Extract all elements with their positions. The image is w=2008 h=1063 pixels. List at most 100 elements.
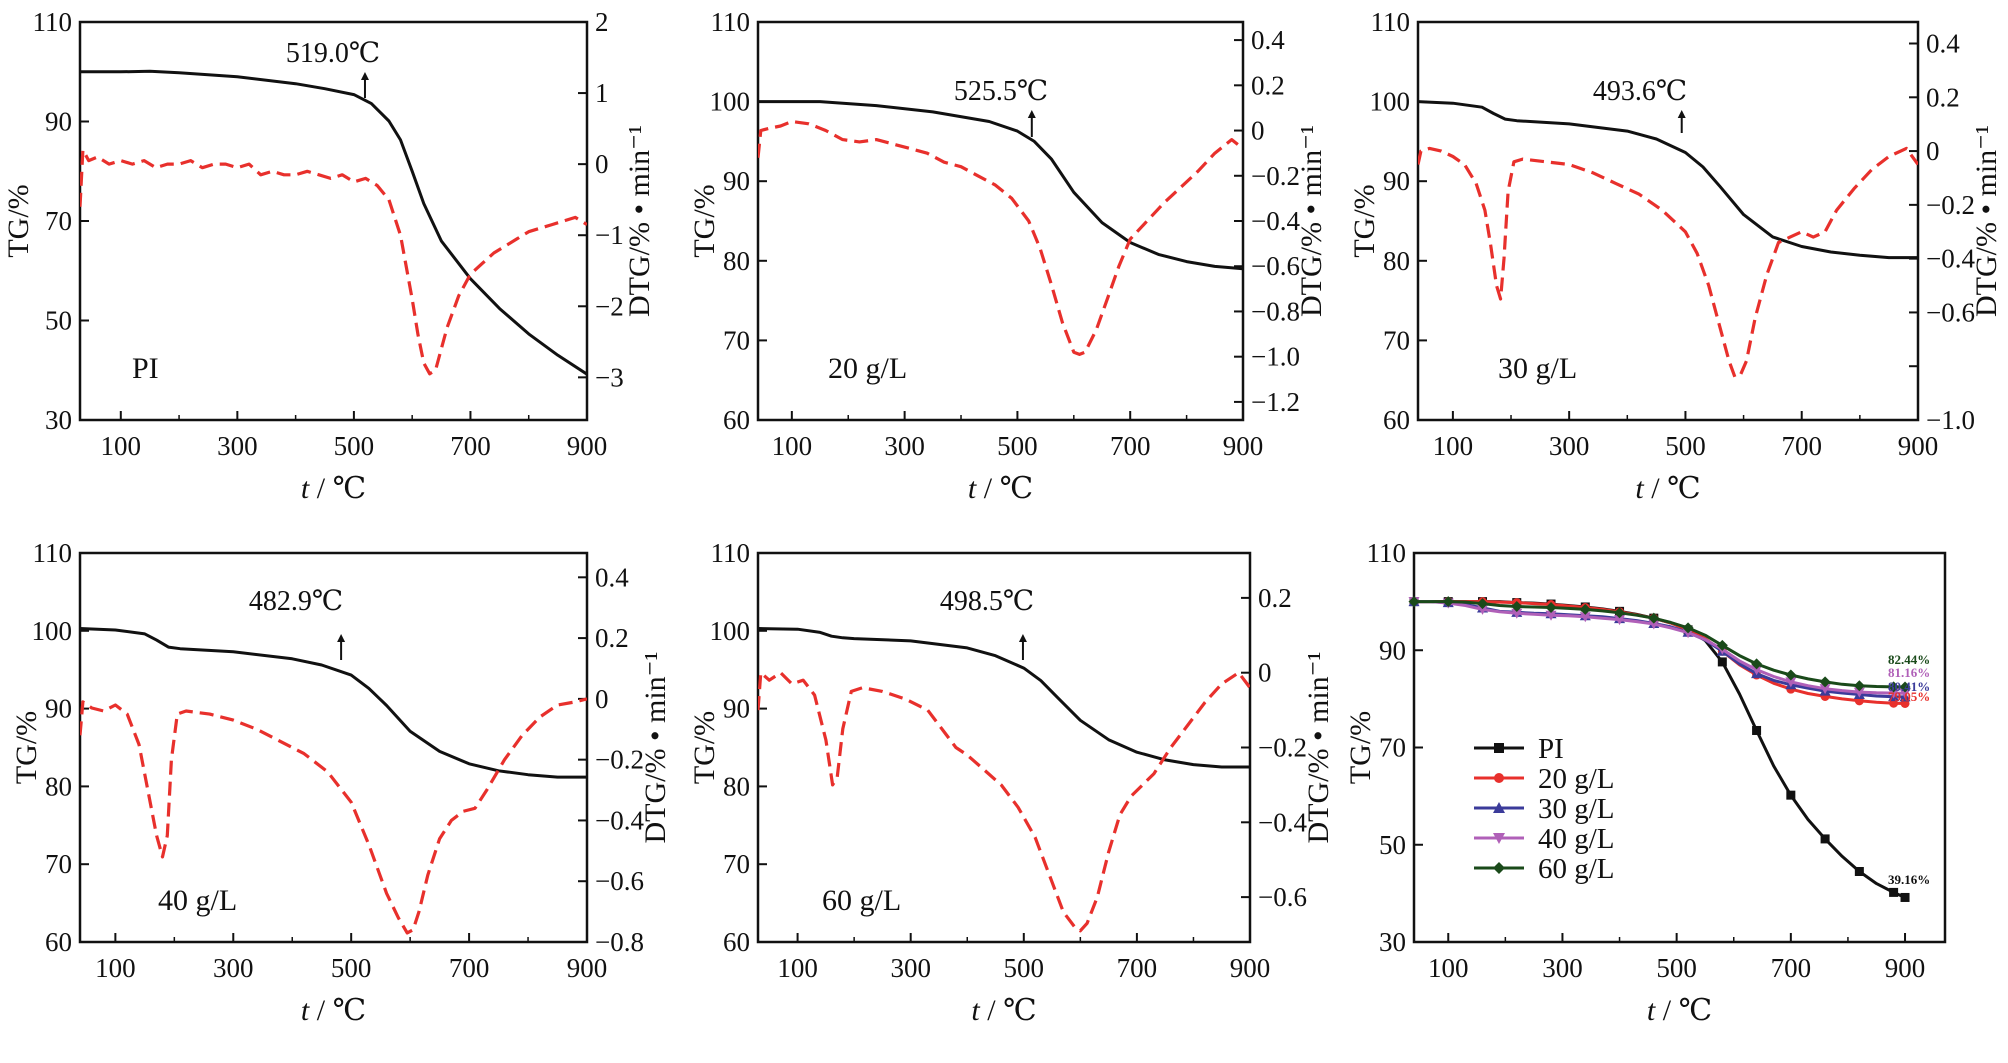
data-point bbox=[1648, 612, 1660, 624]
x-axis-separator: / bbox=[309, 472, 332, 505]
y2-tick-label: −1.0 bbox=[1926, 405, 1975, 435]
x-tick-label: 300 bbox=[1542, 953, 1583, 983]
y2-tick-label: 0.4 bbox=[1926, 29, 1960, 59]
y-axis-label: TG/% bbox=[1344, 711, 1377, 784]
chart-panel-6: 100 300 500 700 900 30 50 70 90 110 t / ℃ TG/% PI20 … bbox=[1344, 538, 1947, 1027]
legend-marker bbox=[1493, 833, 1505, 844]
data-point bbox=[1854, 866, 1864, 876]
x-tick-label: 900 bbox=[1885, 953, 1926, 983]
end-value-label: 39.16% bbox=[1888, 872, 1930, 887]
x-axis-unit: ℃ bbox=[333, 472, 367, 505]
chart-panel-3: 100 300 500 700 900 60 70 80 90 100 110 −1.0 −0.6 −0.… bbox=[1348, 7, 2003, 505]
y2-tick-label: −0.6 bbox=[595, 866, 644, 896]
x-axis-variable: t bbox=[1647, 994, 1656, 1027]
y2-tick-label: 0.2 bbox=[1926, 82, 1960, 112]
data-point bbox=[1477, 604, 1489, 615]
y2-tick-label: 0 bbox=[1258, 658, 1272, 688]
data-point bbox=[1853, 680, 1865, 692]
x-axis-variable: t bbox=[1635, 472, 1644, 505]
x-tick-label: 900 bbox=[1230, 953, 1271, 983]
y2-tick-label: −1 bbox=[595, 220, 624, 250]
series-line-40gL bbox=[1414, 600, 1906, 695]
x-axis-unit: ℃ bbox=[1679, 994, 1713, 1027]
y2-tick-label: 0 bbox=[595, 684, 609, 714]
series-line-tg bbox=[758, 100, 1243, 271]
y2-tick-label: −0.4 bbox=[595, 805, 644, 835]
data-point bbox=[1477, 598, 1489, 610]
data-point bbox=[1579, 612, 1591, 623]
y-tick-label: 110 bbox=[711, 538, 751, 568]
x-tick-label: 700 bbox=[1771, 953, 1812, 983]
legend-marker bbox=[1493, 862, 1505, 874]
data-point bbox=[1716, 639, 1728, 651]
x-tick-label: 900 bbox=[1898, 431, 1939, 461]
end-value-label: 79.05% bbox=[1888, 689, 1930, 704]
chart-panel-1: 100 300 500 700 900 30 50 70 90 110 −3 −2 −1 0 1 2 t / ℃… bbox=[2, 7, 656, 505]
data-point bbox=[1511, 608, 1523, 619]
chart-panel-2: 100 300 500 700 900 60 70 80 90 100 110 −1.2 −1.0 −0.… bbox=[688, 7, 1328, 505]
data-point bbox=[1819, 676, 1831, 688]
y-tick-label: 110 bbox=[1367, 538, 1407, 568]
y2-tick-label: 2 bbox=[595, 7, 609, 37]
y2-tick-label: 0 bbox=[595, 149, 609, 179]
y-tick-label: 50 bbox=[45, 306, 72, 336]
y2-axis-label: DTG/% • min⁻¹ bbox=[1295, 125, 1328, 317]
y2-tick-label: −0.2 bbox=[1258, 733, 1307, 763]
x-tick-label: 300 bbox=[1549, 431, 1590, 461]
y-axis-label: TG/% bbox=[688, 184, 721, 257]
y2-tick-label: 0.4 bbox=[595, 562, 629, 592]
panel-label: 30 g/L bbox=[1498, 352, 1577, 385]
x-axis-variable: t bbox=[971, 994, 980, 1027]
x-tick-label: 900 bbox=[1223, 431, 1264, 461]
x-tick-label: 300 bbox=[890, 953, 931, 983]
series-line-tg bbox=[758, 627, 1250, 769]
x-tick-label: 300 bbox=[213, 953, 254, 983]
x-tick-label: 100 bbox=[772, 431, 813, 461]
x-tick-label: 100 bbox=[1428, 953, 1469, 983]
data-point bbox=[1752, 725, 1762, 735]
y-tick-label: 90 bbox=[1383, 166, 1410, 196]
y-tick-label: 70 bbox=[45, 849, 72, 879]
series-line-dtg bbox=[1418, 146, 1918, 379]
y2-tick-label: 0.2 bbox=[595, 623, 629, 653]
y2-tick-label: −0.8 bbox=[1251, 296, 1300, 326]
y-tick-label: 60 bbox=[723, 927, 750, 957]
panel-label: 60 g/L bbox=[822, 884, 901, 917]
legend-entry: 30 g/L bbox=[1538, 793, 1615, 825]
legend-marker bbox=[1494, 773, 1504, 783]
plot-frame bbox=[1416, 20, 1920, 422]
y2-axis-label: DTG/% • min⁻¹ bbox=[1302, 652, 1335, 844]
x-axis-label: t / ℃ bbox=[1647, 994, 1712, 1027]
y-tick-label: 100 bbox=[32, 616, 73, 646]
series-line-dtg bbox=[758, 119, 1243, 356]
x-tick-label: 700 bbox=[449, 953, 490, 983]
x-axis-label: t / ℃ bbox=[301, 994, 366, 1027]
annotation-arrowhead bbox=[1027, 110, 1036, 118]
y-axis-label: TG/% bbox=[688, 711, 721, 784]
y-tick-label: 90 bbox=[723, 694, 750, 724]
y-tick-label: 70 bbox=[1383, 325, 1410, 355]
y2-tick-label: −2 bbox=[595, 291, 624, 321]
y-tick-label: 100 bbox=[710, 87, 751, 117]
y2-tick-label: −0.6 bbox=[1926, 297, 1975, 327]
x-axis-separator: / bbox=[1655, 994, 1678, 1027]
y2-tick-label: −0.2 bbox=[595, 745, 644, 775]
x-tick-label: 500 bbox=[1665, 431, 1706, 461]
data-point bbox=[1889, 887, 1899, 897]
legend-entry: PI bbox=[1538, 733, 1564, 765]
y-tick-label: 30 bbox=[1379, 927, 1406, 957]
data-point bbox=[1786, 790, 1796, 800]
data-point bbox=[1820, 834, 1830, 844]
x-tick-label: 700 bbox=[1117, 953, 1158, 983]
end-value-label: 82.44% bbox=[1888, 652, 1930, 667]
onset-temperature-label: 525.5℃ bbox=[954, 76, 1048, 107]
series-line-dtg bbox=[80, 148, 587, 376]
y-tick-label: 30 bbox=[45, 405, 72, 435]
y-tick-label: 60 bbox=[45, 927, 72, 957]
x-tick-label: 700 bbox=[1110, 431, 1151, 461]
x-tick-label: 500 bbox=[331, 953, 372, 983]
end-value-label: 80.41% bbox=[1888, 679, 1930, 694]
x-tick-label: 700 bbox=[1781, 431, 1822, 461]
series-line-dtg bbox=[80, 697, 587, 935]
x-axis-label: t / ℃ bbox=[971, 994, 1036, 1027]
